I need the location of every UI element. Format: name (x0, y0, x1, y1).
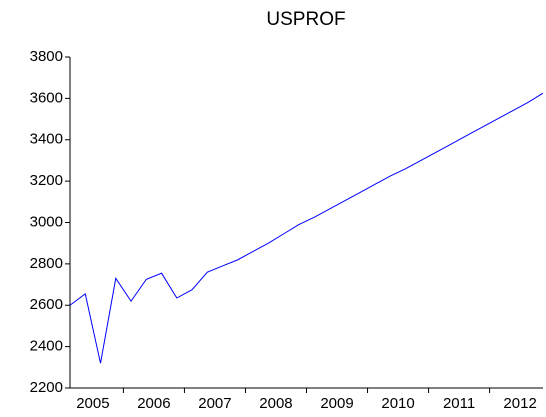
y-tick-label: 3800 (30, 48, 63, 65)
x-tick-label: 2006 (137, 395, 170, 412)
x-tick-label: 2011 (443, 395, 475, 412)
x-tick-label: 2007 (198, 395, 231, 412)
y-tick-label: 3600 (30, 89, 63, 106)
y-tick-label: 2200 (30, 379, 63, 396)
chart-title: USPROF (266, 9, 345, 30)
x-tick-label: 2012 (503, 395, 536, 412)
y-tick-label: 3200 (30, 172, 63, 189)
y-tick-label: 2400 (30, 338, 63, 355)
series-line (69, 92, 544, 364)
x-tick-label: 2009 (320, 395, 353, 412)
y-tick-label: 2600 (30, 296, 63, 313)
y-tick-label: 2800 (30, 255, 63, 272)
x-tick-label: 2008 (259, 395, 292, 412)
x-tick-label: 2010 (381, 395, 414, 412)
y-tick-label: 3000 (30, 213, 63, 230)
y-tick-label: 3400 (30, 131, 63, 148)
x-tick-label: 2005 (76, 395, 109, 412)
